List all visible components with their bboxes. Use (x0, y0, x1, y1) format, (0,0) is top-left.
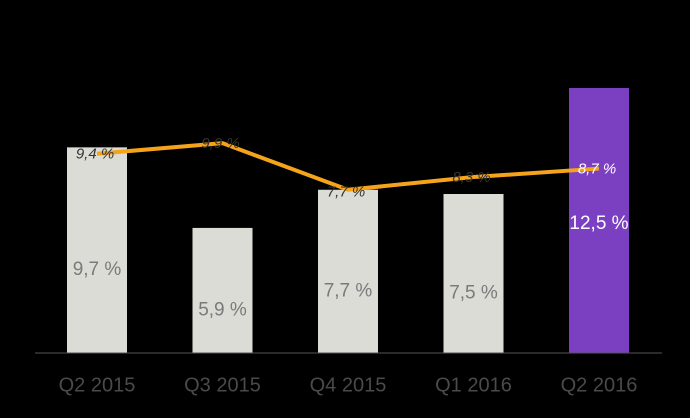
bar (443, 194, 504, 353)
bar (67, 147, 127, 353)
x-tick-label: Q4 2015 (310, 374, 387, 396)
bar-label: 7,7 % (324, 280, 373, 301)
x-tick-label: Q1 2016 (435, 374, 512, 396)
bar (318, 189, 378, 353)
bar-label: 9,7 % (73, 259, 122, 280)
bar-label: 5,9 % (198, 299, 247, 320)
x-tick-label: Q2 2015 (59, 374, 136, 396)
bar (192, 227, 253, 353)
line (96, 141, 600, 192)
line-label: 8,7 % (578, 161, 616, 178)
line-label: 8,3 % (452, 169, 490, 186)
bar (569, 88, 629, 353)
line-label: 9,4 % (76, 146, 114, 163)
bar-label: 12,5 % (569, 213, 628, 234)
bar-label: 7,5 % (449, 283, 498, 304)
x-tick-label: Q3 2015 (184, 374, 261, 396)
x-tick-label: Q2 2016 (561, 374, 638, 396)
line-label: 7,7 % (327, 184, 365, 201)
line-label: 9,9 % (201, 135, 239, 152)
